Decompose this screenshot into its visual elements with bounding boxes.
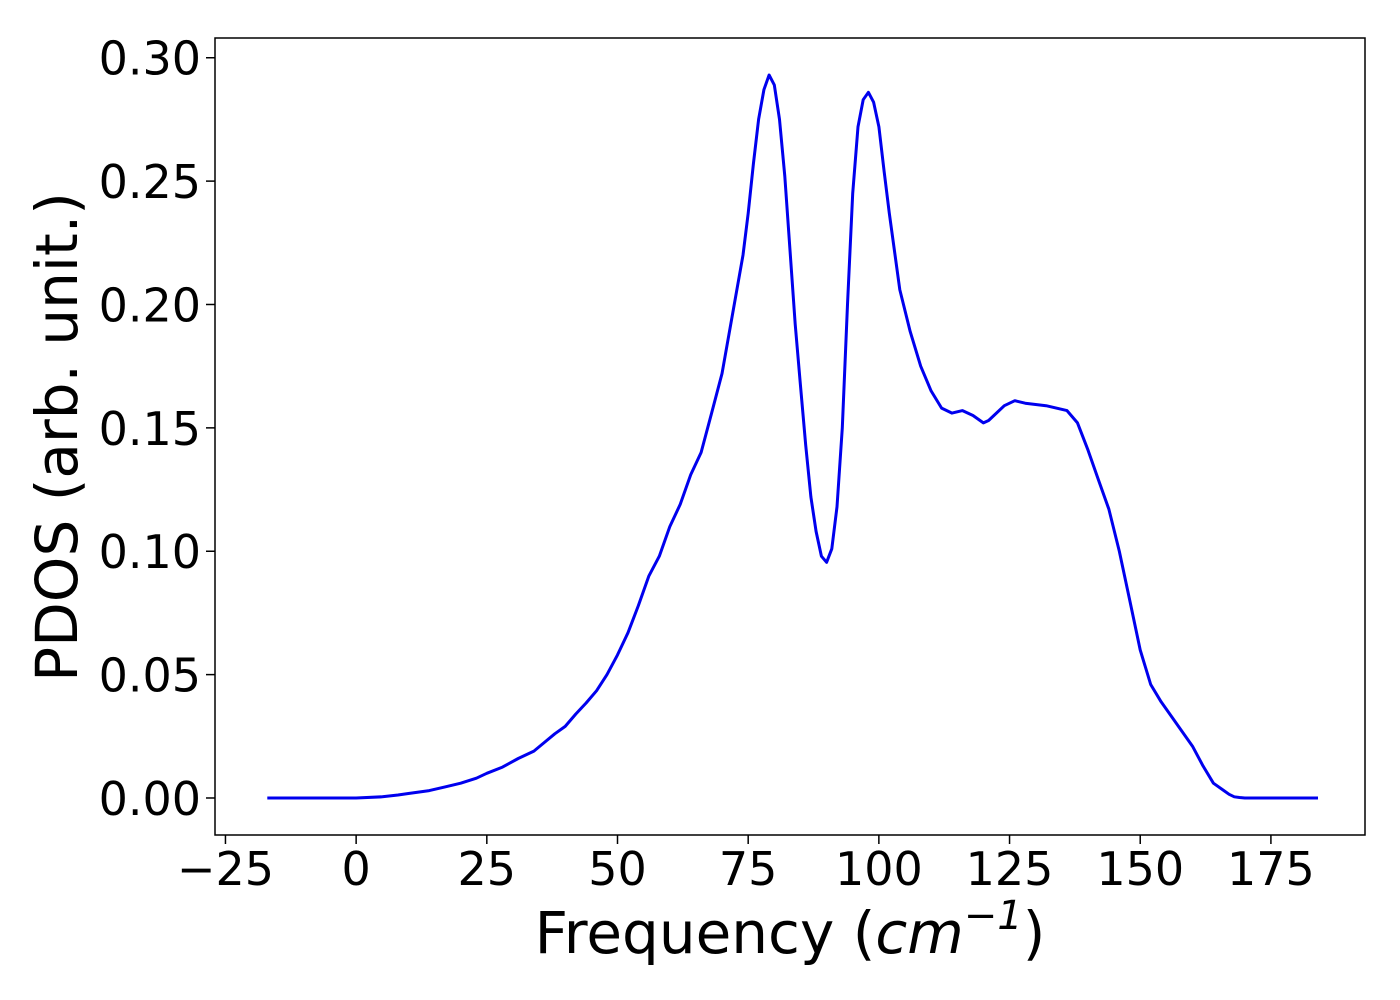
y-tick-label: 0.15 <box>99 402 201 456</box>
x-axis-label: Frequency (cm−1) <box>535 893 1046 967</box>
y-axis-label: PDOS (arb. unit.) <box>23 192 91 682</box>
y-tick-label: 0.10 <box>99 525 201 579</box>
series-line <box>267 73 1318 800</box>
x-tick-label: 75 <box>719 842 778 896</box>
x-tick-label: 175 <box>1227 842 1315 896</box>
y-tick-label: 0.00 <box>99 772 201 826</box>
x-tick-label: 0 <box>341 842 370 896</box>
y-tick-label: 0.30 <box>99 32 201 86</box>
x-tick-label: 150 <box>1096 842 1184 896</box>
x-axis-ticks: −25 0 25 50 75 100 125 150 175 <box>177 835 1315 896</box>
y-axis-ticks: 0.00 0.05 0.10 0.15 0.20 0.25 0.30 <box>99 32 215 826</box>
x-tick-label: −25 <box>177 842 274 896</box>
y-tick-label: 0.25 <box>99 155 201 209</box>
x-tick-label: 25 <box>458 842 517 896</box>
y-tick-label: 0.05 <box>99 649 201 703</box>
x-tick-label: 125 <box>966 842 1054 896</box>
y-tick-label: 0.20 <box>99 278 201 332</box>
plot-area <box>214 37 1366 836</box>
x-tick-label: 50 <box>588 842 647 896</box>
x-tick-label: 100 <box>835 842 923 896</box>
